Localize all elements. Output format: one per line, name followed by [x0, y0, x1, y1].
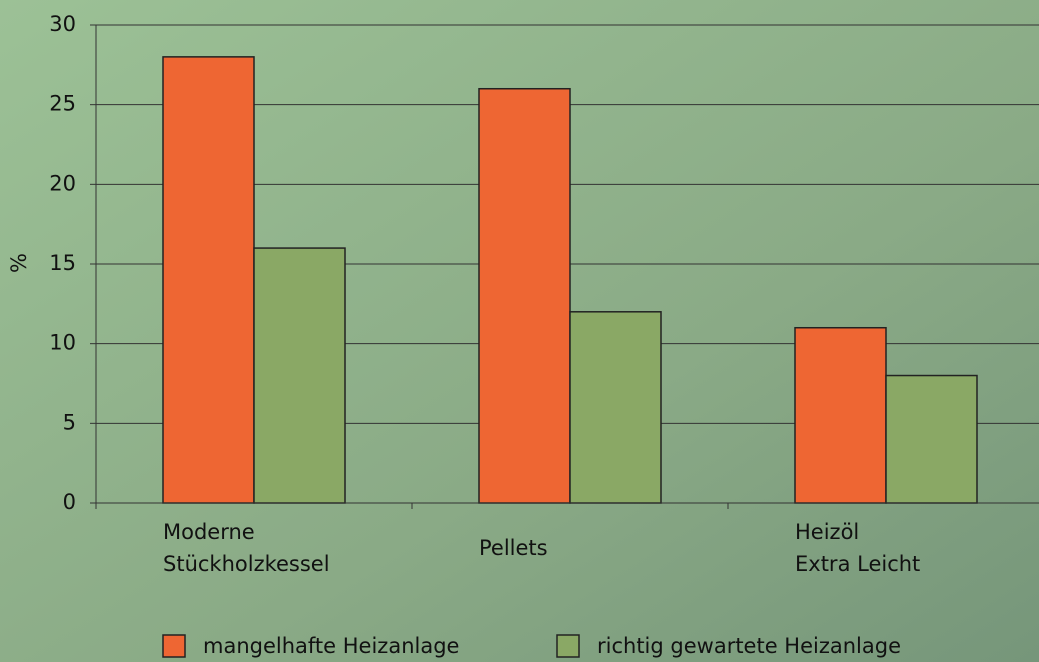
x-tick-label: Pellets — [479, 536, 548, 560]
legend-label: mangelhafte Heizanlage — [203, 634, 459, 658]
chart: % 0 5 10 15 20 25 30 Moderne Stückholzkessel Pell… — [0, 0, 1039, 662]
y-tick-label: 0 — [63, 490, 76, 514]
y-axis-label: % — [7, 253, 31, 273]
y-tick-label: 5 — [63, 410, 76, 434]
legend-swatch — [557, 635, 579, 657]
bar — [795, 328, 886, 503]
legend-label: richtig gewartete Heizanlage — [597, 634, 901, 658]
bar — [163, 57, 254, 503]
x-tick-label: Stückholzkessel — [163, 552, 330, 576]
y-tick-label: 20 — [49, 171, 76, 195]
y-tick-label: 10 — [49, 331, 76, 355]
bar — [886, 376, 977, 503]
x-tick-label: Heizöl — [795, 520, 859, 544]
bar — [254, 248, 345, 503]
bar — [479, 89, 570, 503]
y-tick-label: 15 — [49, 251, 76, 275]
y-tick-label: 25 — [49, 92, 76, 116]
x-tick-label: Extra Leicht — [795, 552, 920, 576]
x-tick-label: Moderne — [163, 520, 255, 544]
y-tick-label: 30 — [49, 12, 76, 36]
bar — [570, 312, 661, 503]
legend-swatch — [163, 635, 185, 657]
